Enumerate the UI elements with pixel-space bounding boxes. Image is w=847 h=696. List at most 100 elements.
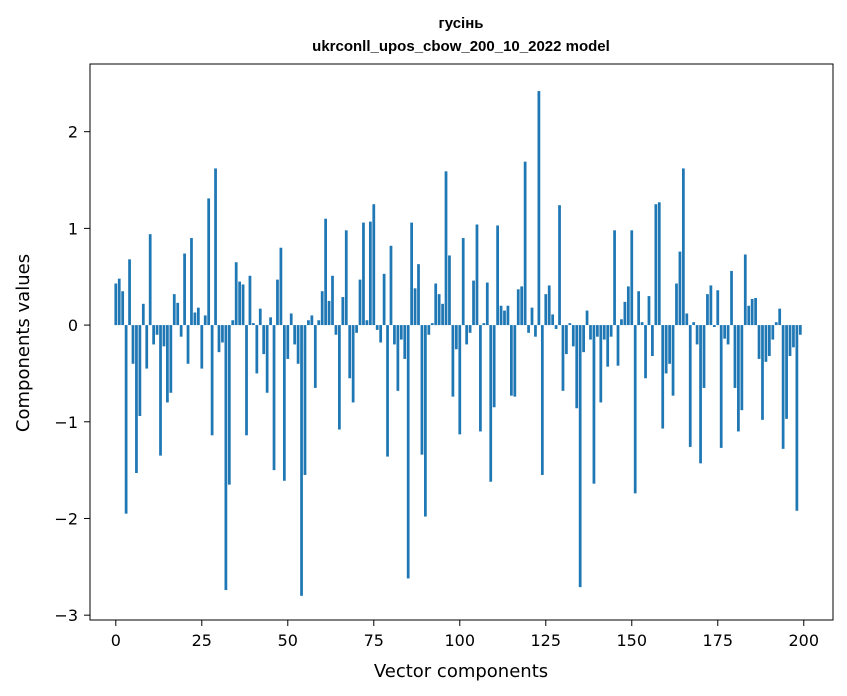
bar <box>238 281 242 326</box>
bar <box>358 279 362 326</box>
bar <box>551 314 555 326</box>
bar <box>410 222 413 326</box>
bar <box>716 290 720 326</box>
chart-title: гусінь <box>438 15 483 32</box>
bar <box>420 325 424 455</box>
bar <box>162 325 166 347</box>
bar <box>792 325 795 348</box>
bar <box>231 320 235 326</box>
bar <box>176 302 180 326</box>
bar <box>754 298 757 326</box>
bar <box>520 286 524 326</box>
bar <box>537 91 541 326</box>
bar <box>743 254 747 326</box>
bar <box>413 288 417 326</box>
bar <box>307 320 310 326</box>
bar <box>785 325 788 419</box>
bar <box>702 325 706 388</box>
x-tick-label: 25 <box>192 631 212 650</box>
bar <box>327 300 331 326</box>
x-tick-label: 50 <box>278 631 298 650</box>
bar <box>719 325 723 448</box>
x-tick-label: 0 <box>111 631 121 650</box>
bar <box>492 325 496 408</box>
bar <box>124 325 128 514</box>
bar <box>227 325 231 485</box>
bar <box>774 322 778 326</box>
bar <box>152 325 156 345</box>
bar <box>596 325 599 337</box>
bar <box>221 325 224 343</box>
bar <box>166 325 169 403</box>
bar <box>788 325 792 357</box>
bar <box>654 204 658 326</box>
bar <box>234 262 238 326</box>
bar <box>733 325 737 388</box>
bar <box>737 325 740 432</box>
bar <box>489 325 493 482</box>
bar <box>571 325 575 347</box>
bar <box>589 325 592 340</box>
bar <box>506 305 510 326</box>
bar <box>145 325 149 369</box>
bar <box>114 283 118 326</box>
bar <box>454 325 458 350</box>
bar <box>396 325 400 391</box>
bar <box>441 303 444 326</box>
bar <box>159 325 162 456</box>
bar <box>726 325 730 345</box>
bar <box>513 325 517 397</box>
bar <box>496 225 499 326</box>
bar <box>609 325 613 337</box>
bar-series <box>114 91 802 596</box>
bar <box>510 325 513 396</box>
bar <box>224 325 228 591</box>
x-axis-label: Vector components <box>374 661 548 682</box>
bar <box>272 325 276 471</box>
bar <box>437 294 441 326</box>
bar <box>252 323 255 326</box>
bar <box>647 296 651 326</box>
y-tick-label: 0 <box>68 316 78 335</box>
bar <box>637 291 641 326</box>
bar <box>117 278 121 326</box>
bar <box>365 320 369 326</box>
bar <box>606 325 610 367</box>
bar <box>613 230 616 326</box>
bar <box>692 322 696 326</box>
bar <box>568 323 572 326</box>
bar <box>344 230 348 326</box>
bar <box>128 259 131 326</box>
bar <box>141 303 145 326</box>
bar <box>203 315 207 326</box>
bar <box>534 325 537 337</box>
bar <box>695 325 699 345</box>
bar <box>169 325 173 393</box>
x-tick-label: 100 <box>445 631 476 650</box>
chart-subtitle: ukrconll_upos_cbow_200_10_2022 model <box>312 38 610 55</box>
bar <box>458 325 462 435</box>
bar <box>798 325 802 335</box>
bar <box>451 325 455 397</box>
bar <box>148 234 152 326</box>
bar <box>472 280 475 326</box>
bar <box>578 325 582 588</box>
bar <box>523 161 527 326</box>
bar <box>448 255 451 326</box>
bar <box>671 325 675 396</box>
bar <box>499 305 503 326</box>
bar <box>417 264 420 326</box>
bar <box>262 325 266 355</box>
bar <box>324 218 327 326</box>
bar <box>730 270 733 326</box>
y-tick-label: −1 <box>54 413 78 432</box>
bar <box>424 325 427 517</box>
bar <box>558 205 561 326</box>
bar <box>286 325 290 359</box>
bar <box>723 325 727 339</box>
bar <box>300 325 303 596</box>
bar <box>241 284 245 326</box>
bar <box>331 275 334 326</box>
bar <box>795 325 799 511</box>
bar <box>355 325 358 333</box>
